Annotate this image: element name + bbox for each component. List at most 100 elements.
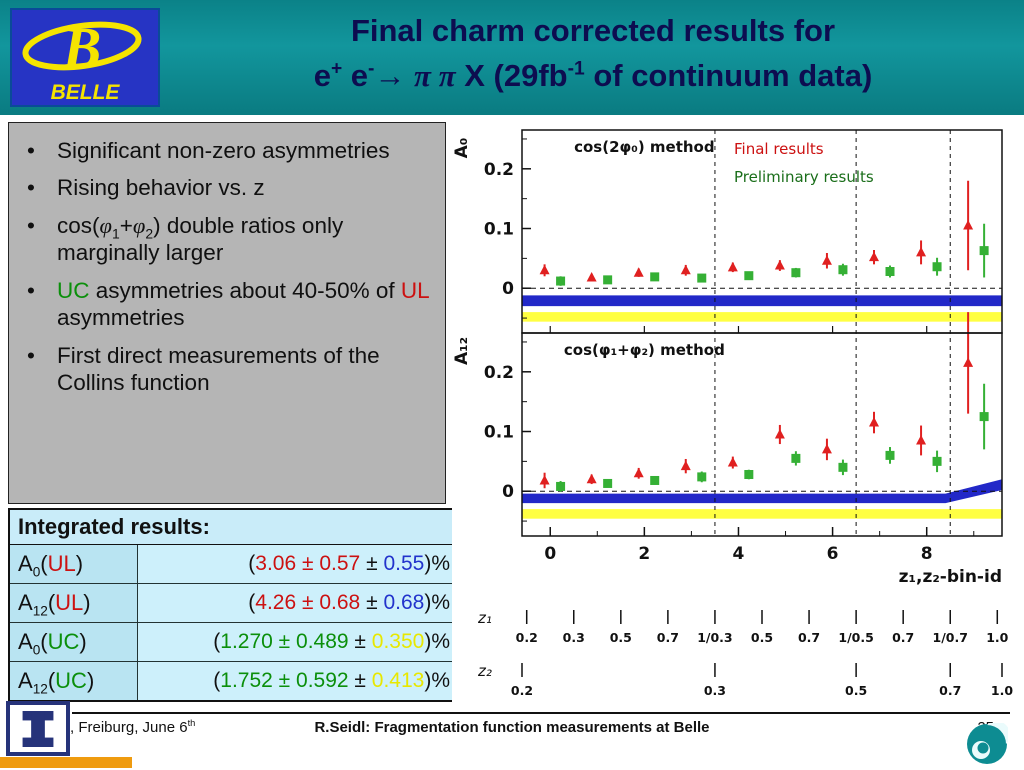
data-point-triangle [727, 457, 738, 467]
table-row: A12(UC) (1.752 ± 0.592 ± 0.413)% [8, 661, 460, 702]
data-point-square [744, 470, 754, 480]
legend-entry: Preliminary results [734, 168, 874, 186]
footer-divider [72, 712, 1010, 714]
belle-logo-graphic: B BELLE [22, 15, 142, 104]
svg-text:4: 4 [733, 544, 745, 564]
svg-text:0.7: 0.7 [657, 630, 679, 645]
y-axis-label: A₁₂ [452, 337, 472, 365]
bullet-text: Rising behavior vs. z [57, 175, 265, 201]
result-value: (3.06 ± 0.57 ± 0.55)% [136, 544, 460, 584]
bullet-box: • Significant non-zero asymmetries • Risin… [8, 122, 446, 504]
sphere-logo [966, 721, 1010, 765]
asymmetry-plot-svg: 0 0.1 0.2 cos(2φ₀) method A₀ 0 0.1 0.2 cos(φ₁+φ₂… [452, 118, 1017, 703]
data-point-triangle [963, 357, 974, 367]
data-point-square [650, 272, 660, 282]
data-point-triangle [586, 271, 597, 282]
svg-text:1/0.3: 1/0.3 [697, 630, 732, 645]
result-label: A12(UL) [8, 583, 138, 623]
result-label: A12(UC) [8, 661, 138, 702]
data-point-square [697, 273, 707, 283]
data-point-triangle [916, 434, 927, 445]
svg-text:0.2: 0.2 [484, 363, 514, 383]
svg-text:1/0.5: 1/0.5 [838, 630, 873, 645]
z1-label: z₁ [477, 609, 492, 627]
svg-text:6: 6 [827, 544, 839, 564]
data-point-triangle [821, 443, 832, 454]
institute-logo-bar [0, 757, 132, 768]
data-point-triangle [727, 261, 738, 272]
data-point-triangle [539, 474, 550, 485]
data-point-triangle [680, 264, 691, 275]
theory-band [522, 295, 1002, 307]
data-point-square [603, 478, 613, 488]
data-point-triangle [869, 417, 879, 427]
block-i-icon [22, 710, 54, 747]
data-point-triangle [539, 264, 550, 275]
result-value: (1.270 ± 0.489 ± 0.350)% [136, 622, 460, 662]
data-point-triangle [869, 251, 879, 262]
panel-title: cos(φ₁+φ₂) method [564, 341, 725, 359]
bullet-item: • Rising behavior vs. z [19, 174, 437, 201]
x-axis-label: z₁,z₂-bin-id [899, 567, 1002, 587]
slide-title: Final charm corrected results for e+ e-→… [168, 9, 1018, 99]
svg-text:0.7: 0.7 [892, 630, 914, 645]
belle-logo: B BELLE [10, 8, 160, 107]
svg-text:1.0: 1.0 [986, 630, 1008, 645]
svg-text:0.2: 0.2 [511, 683, 533, 698]
svg-text:8: 8 [921, 544, 933, 564]
bullet-dot-icon: • [27, 342, 35, 368]
data-point-square [744, 271, 754, 281]
bullet-text: cos(φ1+φ2) double ratios only marginally… [57, 212, 344, 266]
table-row: A12(UL) (4.26 ± 0.68 ± 0.68)% [8, 583, 460, 623]
footer-venue-date: , Freiburg, June 6th [70, 718, 196, 736]
belle-logo-letter: B [62, 15, 102, 80]
svg-text:0.5: 0.5 [845, 683, 867, 698]
data-point-triangle [916, 246, 927, 257]
svg-text:0.7: 0.7 [939, 683, 961, 698]
svg-text:0.5: 0.5 [610, 630, 632, 645]
svg-text:0.3: 0.3 [704, 683, 726, 698]
data-point-square [885, 267, 895, 277]
bullet-dot-icon: • [27, 138, 35, 163]
institute-logo [6, 701, 70, 756]
svg-text:0: 0 [502, 482, 514, 502]
sphere-icon [967, 721, 1010, 764]
table-row: A0(UL) (3.06 ± 0.57 ± 0.55)% [8, 544, 460, 584]
bullet-dot-icon: • [27, 212, 35, 238]
svg-text:0.2: 0.2 [516, 630, 538, 645]
data-point-square [791, 453, 801, 463]
belle-logo-name: BELLE [51, 81, 121, 104]
data-point-triangle [633, 467, 644, 478]
results-table-title: Integrated results: [8, 508, 460, 545]
integrated-results-table: Integrated results: A0(UL) (3.06 ± 0.57 … [8, 508, 460, 702]
data-point-square [838, 265, 848, 275]
svg-text:1/0.7: 1/0.7 [933, 630, 968, 645]
data-point-square [603, 275, 613, 285]
bullet-text: First direct measurements of the Collins… [57, 342, 380, 396]
z2-label: z₂ [477, 662, 492, 680]
svg-text:0.7: 0.7 [798, 630, 820, 645]
result-label: A0(UC) [8, 622, 138, 662]
data-point-square [650, 475, 660, 485]
footer-credit: R.Seidl: Fragmentation function measurem… [314, 719, 710, 736]
data-point-triangle [774, 429, 785, 439]
result-value: (1.752 ± 0.592 ± 0.413)% [136, 661, 460, 702]
bullet-list: • Significant non-zero asymmetries • Risin… [19, 137, 437, 397]
data-point-square [979, 246, 989, 256]
svg-text:0: 0 [502, 279, 514, 299]
slide-title-line-1: Final charm corrected results for [350, 13, 836, 48]
data-point-square [932, 262, 942, 272]
table-row: A0(UC) (1.270 ± 0.489 ± 0.350)% [8, 622, 460, 662]
data-point-triangle [774, 260, 785, 270]
y-axis-label: A₀ [452, 138, 472, 159]
svg-text:2: 2 [638, 544, 650, 564]
data-point-triangle [821, 255, 832, 265]
result-value: (4.26 ± 0.68 ± 0.68)% [136, 583, 460, 623]
bullet-item: • Significant non-zero asymmetries [19, 137, 437, 164]
svg-text:0: 0 [544, 544, 556, 564]
data-point-triangle [963, 220, 974, 230]
panel-title: cos(2φ₀) method [574, 138, 715, 156]
asymmetry-results-chart: 0 0.1 0.2 cos(2φ₀) method A₀ 0 0.1 0.2 cos(φ₁+φ₂… [452, 118, 1017, 703]
data-point-square [791, 268, 801, 278]
bullet-item: • UC asymmetries about 40-50% of UL asymm… [19, 277, 437, 332]
